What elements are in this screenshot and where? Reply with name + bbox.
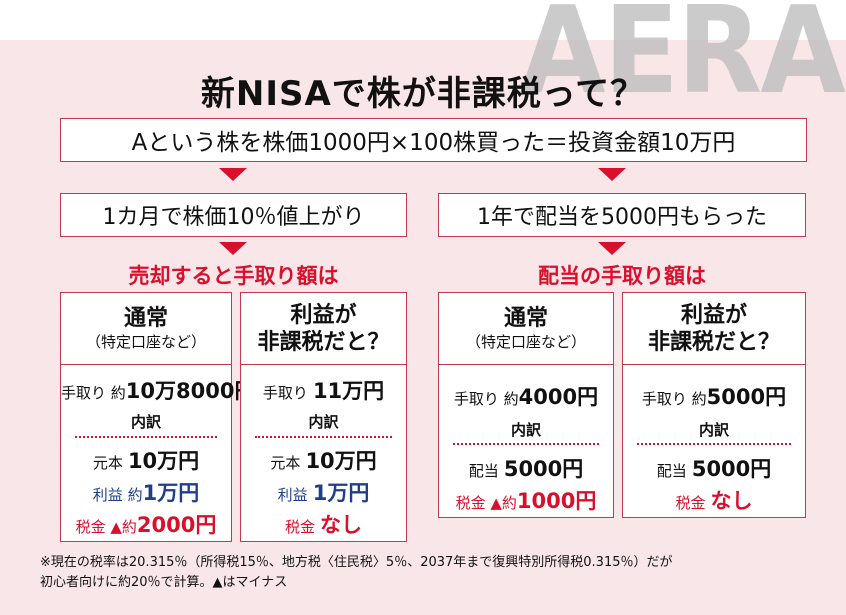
footnote: ※現在の税率は20.315％（所得税15％、地方税〈住民税〉5％、2037年まで… — [40, 553, 830, 593]
breakdown-label: 内訳 — [698, 421, 729, 439]
card-header: 通常 （特定口座など） — [61, 293, 231, 365]
dividend-value: 5000円 — [503, 457, 584, 481]
principal-row: 元本 10万円 — [61, 445, 231, 475]
card-sale-nisa: 利益が 非課税だと？ 手取り 11万円 内訳 元本 10万円 利益 1万円 税金… — [240, 292, 407, 542]
dotted-divider — [453, 443, 599, 445]
premise-box: Aという株を株価1000円×100株買った＝投資金額10万円 — [60, 118, 807, 162]
card-title-line1: 利益が — [290, 302, 357, 328]
dividend-label: 配当 — [468, 462, 499, 480]
dotted-divider — [637, 443, 791, 445]
card-dividend-nisa: 利益が 非課税だと？ 手取り 約5000円 内訳 配当 5000円 税金 なし — [622, 292, 806, 518]
net-amount-value: 10万8000円 — [125, 379, 256, 403]
dividend-row: 配当 5000円 — [623, 453, 805, 483]
condition-text: 1年で配当を5000円もらった — [477, 205, 767, 230]
condition-box-dividend: 1年で配当を5000円もらった — [438, 193, 806, 237]
arrow-down-icon — [598, 168, 626, 181]
tax-row: 税金 ▲約2000円 — [61, 509, 231, 539]
tax-row: 税金 ▲約1000円 — [439, 485, 613, 515]
card-title-line1: 利益が — [680, 302, 747, 328]
tax-value: 1000円 — [516, 489, 597, 513]
tax-row: 税金 なし — [623, 485, 805, 515]
card-title-line2: 非課税だと？ — [647, 329, 780, 355]
profit-label: 利益 — [277, 486, 308, 504]
arrow-down-icon — [598, 242, 626, 255]
principal-value: 10万円 — [305, 449, 377, 473]
arrow-down-icon — [219, 242, 247, 255]
tax-row: 税金 なし — [241, 509, 406, 539]
tax-label: 税金 — [284, 518, 315, 536]
tax-label: 税金 ▲約 — [455, 494, 517, 512]
card-header: 利益が 非課税だと？ — [241, 293, 406, 365]
section-heading-sale: 売却すると手取り額は — [128, 264, 339, 288]
dotted-divider — [255, 436, 392, 438]
net-amount-row: 手取り 11万円 — [241, 375, 406, 405]
profit-row: 利益 約1万円 — [61, 477, 231, 507]
footnote-line2: 初心者向けに約20％で計算。▲はマイナス — [40, 575, 288, 590]
dividend-value: 5000円 — [691, 457, 772, 481]
condition-box-price-rise: 1カ月で株価10％値上がり — [60, 193, 407, 237]
dividend-row: 配当 5000円 — [439, 453, 613, 483]
dotted-divider — [75, 436, 217, 438]
net-amount-value: 4000円 — [518, 385, 599, 409]
card-sale-normal: 通常 （特定口座など） 手取り 約10万8000円 内訳 元本 10万円 利益 … — [60, 292, 255, 542]
net-amount-label: 手取り 約 — [61, 384, 126, 402]
net-amount-label: 手取り 約 — [641, 390, 707, 408]
card-subtitle: （特定口座など） — [465, 333, 586, 351]
profit-label: 利益 約 — [92, 486, 143, 504]
net-amount-label: 手取り — [262, 384, 308, 402]
breakdown-label: 内訳 — [510, 421, 541, 439]
aera-watermark-logo: AERA — [520, 0, 846, 121]
card-header: 利益が 非課税だと？ — [623, 293, 805, 365]
principal-label: 元本 — [92, 454, 123, 472]
card-title: 通常 — [123, 306, 168, 331]
condition-text: 1カ月で株価10％値上がり — [102, 205, 365, 230]
card-title: 通常 — [503, 306, 548, 331]
premise-text: Aという株を株価1000円×100株買った＝投資金額10万円 — [131, 130, 736, 156]
tax-value: なし — [320, 513, 363, 537]
principal-row: 元本 10万円 — [241, 445, 406, 475]
net-amount-row: 手取り 約4000円 — [439, 381, 613, 411]
breakdown-label: 内訳 — [308, 413, 339, 431]
tax-value: 2000円 — [136, 513, 217, 537]
profit-row: 利益 1万円 — [241, 477, 406, 507]
net-amount-row: 手取り 約10万8000円 — [61, 375, 255, 405]
card-header: 通常 （特定口座など） — [439, 293, 613, 365]
net-amount-label: 手取り 約 — [453, 390, 519, 408]
arrow-down-icon — [219, 168, 247, 181]
principal-label: 元本 — [270, 454, 301, 472]
net-amount-value: 11万円 — [312, 379, 385, 403]
profit-value: 1万円 — [142, 481, 200, 505]
principal-value: 10万円 — [127, 449, 200, 473]
net-amount-value: 5000円 — [706, 385, 787, 409]
page-title: 新NISAで株が非課税って？ — [200, 74, 646, 114]
tax-label: 税金 ▲約 — [75, 518, 137, 536]
dividend-label: 配当 — [656, 462, 687, 480]
net-amount-row: 手取り 約5000円 — [623, 381, 805, 411]
footnote-line1: ※現在の税率は20.315％（所得税15％、地方税〈住民税〉5％、2037年まで… — [40, 555, 673, 570]
tax-value: なし — [710, 489, 753, 513]
section-heading-dividend: 配当の手取り額は — [538, 264, 706, 288]
tax-label: 税金 — [675, 494, 706, 512]
card-title-line2: 非課税だと？ — [257, 329, 390, 355]
card-subtitle: （特定口座など） — [85, 333, 206, 351]
card-dividend-normal: 通常 （特定口座など） 手取り 約4000円 内訳 配当 5000円 税金 ▲約… — [438, 292, 614, 518]
profit-value: 1万円 — [312, 481, 370, 505]
breakdown-label: 内訳 — [130, 413, 161, 431]
